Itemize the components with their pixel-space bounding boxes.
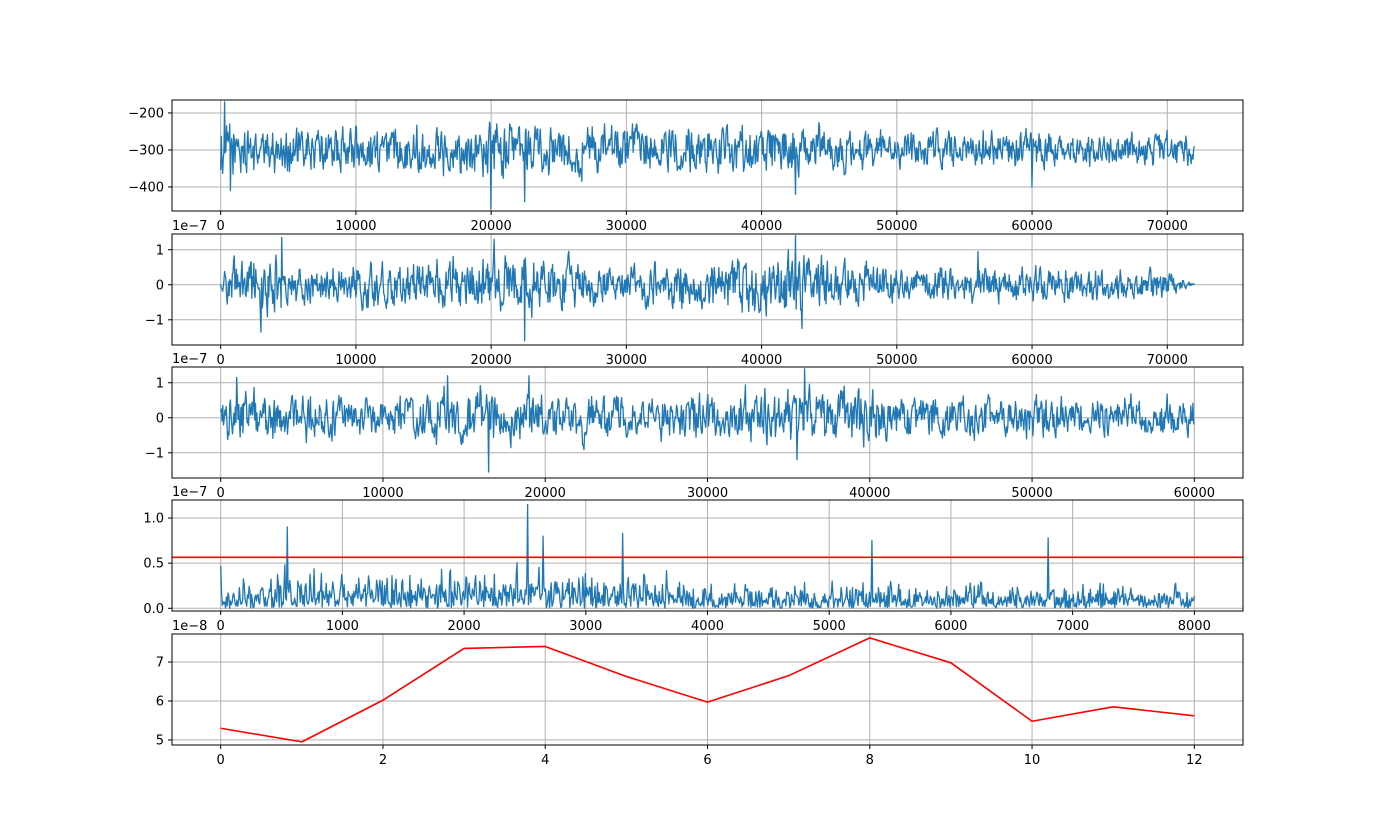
x-tick-label: 7000 (1056, 619, 1089, 634)
x-tick-label: 0 (217, 353, 225, 368)
x-tick-label: 20000 (470, 219, 511, 234)
y-tick-label: −1 (145, 446, 164, 461)
x-tick-label: 20000 (525, 486, 566, 501)
series-line (220, 235, 1195, 342)
x-tick-label: 8000 (1178, 619, 1211, 634)
x-tick-label: 5000 (813, 619, 846, 634)
x-tick-label: 0 (217, 753, 225, 768)
subplot-2: 0 10000 20000 30000 40000 50000 60000 70000−101… (145, 219, 1244, 368)
y-tick-label: −1 (145, 313, 164, 328)
offset-label-4: 1e−7 (172, 485, 207, 500)
x-tick-label: 40000 (741, 353, 782, 368)
x-tick-label: 10000 (335, 219, 376, 234)
x-tick-label: 60000 (1011, 353, 1052, 368)
x-tick-label: 0 (217, 219, 225, 234)
x-tick-label: 40000 (741, 219, 782, 234)
x-tick-label: 6 (703, 753, 711, 768)
x-tick-label: 10000 (362, 486, 403, 501)
y-tick-label: 7 (156, 656, 164, 671)
x-tick-label: 30000 (687, 486, 728, 501)
y-tick-label: 0 (156, 278, 164, 293)
x-tick-label: 10 (1024, 753, 1041, 768)
x-tick-label: 6000 (934, 619, 967, 634)
x-tick-label: 30000 (606, 353, 647, 368)
series-line (220, 368, 1195, 473)
series-line (220, 101, 1195, 210)
axes-frame (171, 99, 1244, 212)
x-tick-label: 0 (217, 486, 225, 501)
x-tick-label: 0 (217, 619, 225, 634)
x-tick-label: 1000 (326, 619, 359, 634)
x-tick-label: 10000 (335, 353, 376, 368)
y-tick-label: 0.5 (143, 557, 164, 572)
x-tick-label: 2000 (448, 619, 481, 634)
x-tick-label: 50000 (1011, 486, 1052, 501)
y-tick-label: 1 (156, 243, 164, 258)
y-tick-label: 6 (156, 694, 164, 709)
x-tick-label: 12 (1186, 753, 1203, 768)
subplot-1: 0 10000 20000 30000 40000 50000 60000 70000 −400… (128, 99, 1244, 234)
y-tick-label: 1 (156, 376, 164, 391)
y-tick-label: 0.0 (143, 602, 164, 617)
x-tick-label: 4000 (691, 619, 724, 634)
y-tick-label: 0 (156, 411, 164, 426)
subplot-3: 0 10000 20000 30000 40000 50000 60000 −1 0 1 1e−7 (145, 352, 1244, 501)
subplot-5: 0 2 4 6 8 10 12 5 6 7 1e−8 (156, 619, 1244, 768)
x-tick-label: 50000 (876, 219, 917, 234)
series-line (220, 503, 1195, 609)
x-tick-label: 20000 (470, 353, 511, 368)
y-tick-label: −300 (128, 143, 164, 158)
x-tick-label: 4 (541, 753, 549, 768)
x-tick-label: 50000 (876, 353, 917, 368)
axes-frame (171, 233, 1244, 346)
offset-label-2: 1e−7 (172, 219, 207, 234)
x-tick-label: 60000 (1011, 219, 1052, 234)
x-tick-label: 3000 (569, 619, 602, 634)
offset-label-5: 1e−8 (172, 619, 207, 634)
x-tick-label: 30000 (606, 219, 647, 234)
y-tick-label: 5 (156, 733, 164, 748)
x-tick-label: 70000 (1147, 353, 1188, 368)
y-tick-label: −200 (128, 106, 164, 121)
x-tick-label: 60000 (1174, 486, 1215, 501)
x-tick-label: 2 (379, 753, 387, 768)
x-tick-label: 8 (866, 753, 874, 768)
y-tick-label: −400 (128, 180, 164, 195)
y-tick-label: 1.0 (143, 512, 164, 527)
subplot-4: 0 1000 2000 3000 4000 5000 6000 7000 8000 0.0 0.5 1… (143, 485, 1244, 634)
offset-label-3: 1e−7 (172, 352, 207, 367)
x-tick-label: 70000 (1147, 219, 1188, 234)
x-tick-label: 40000 (849, 486, 890, 501)
